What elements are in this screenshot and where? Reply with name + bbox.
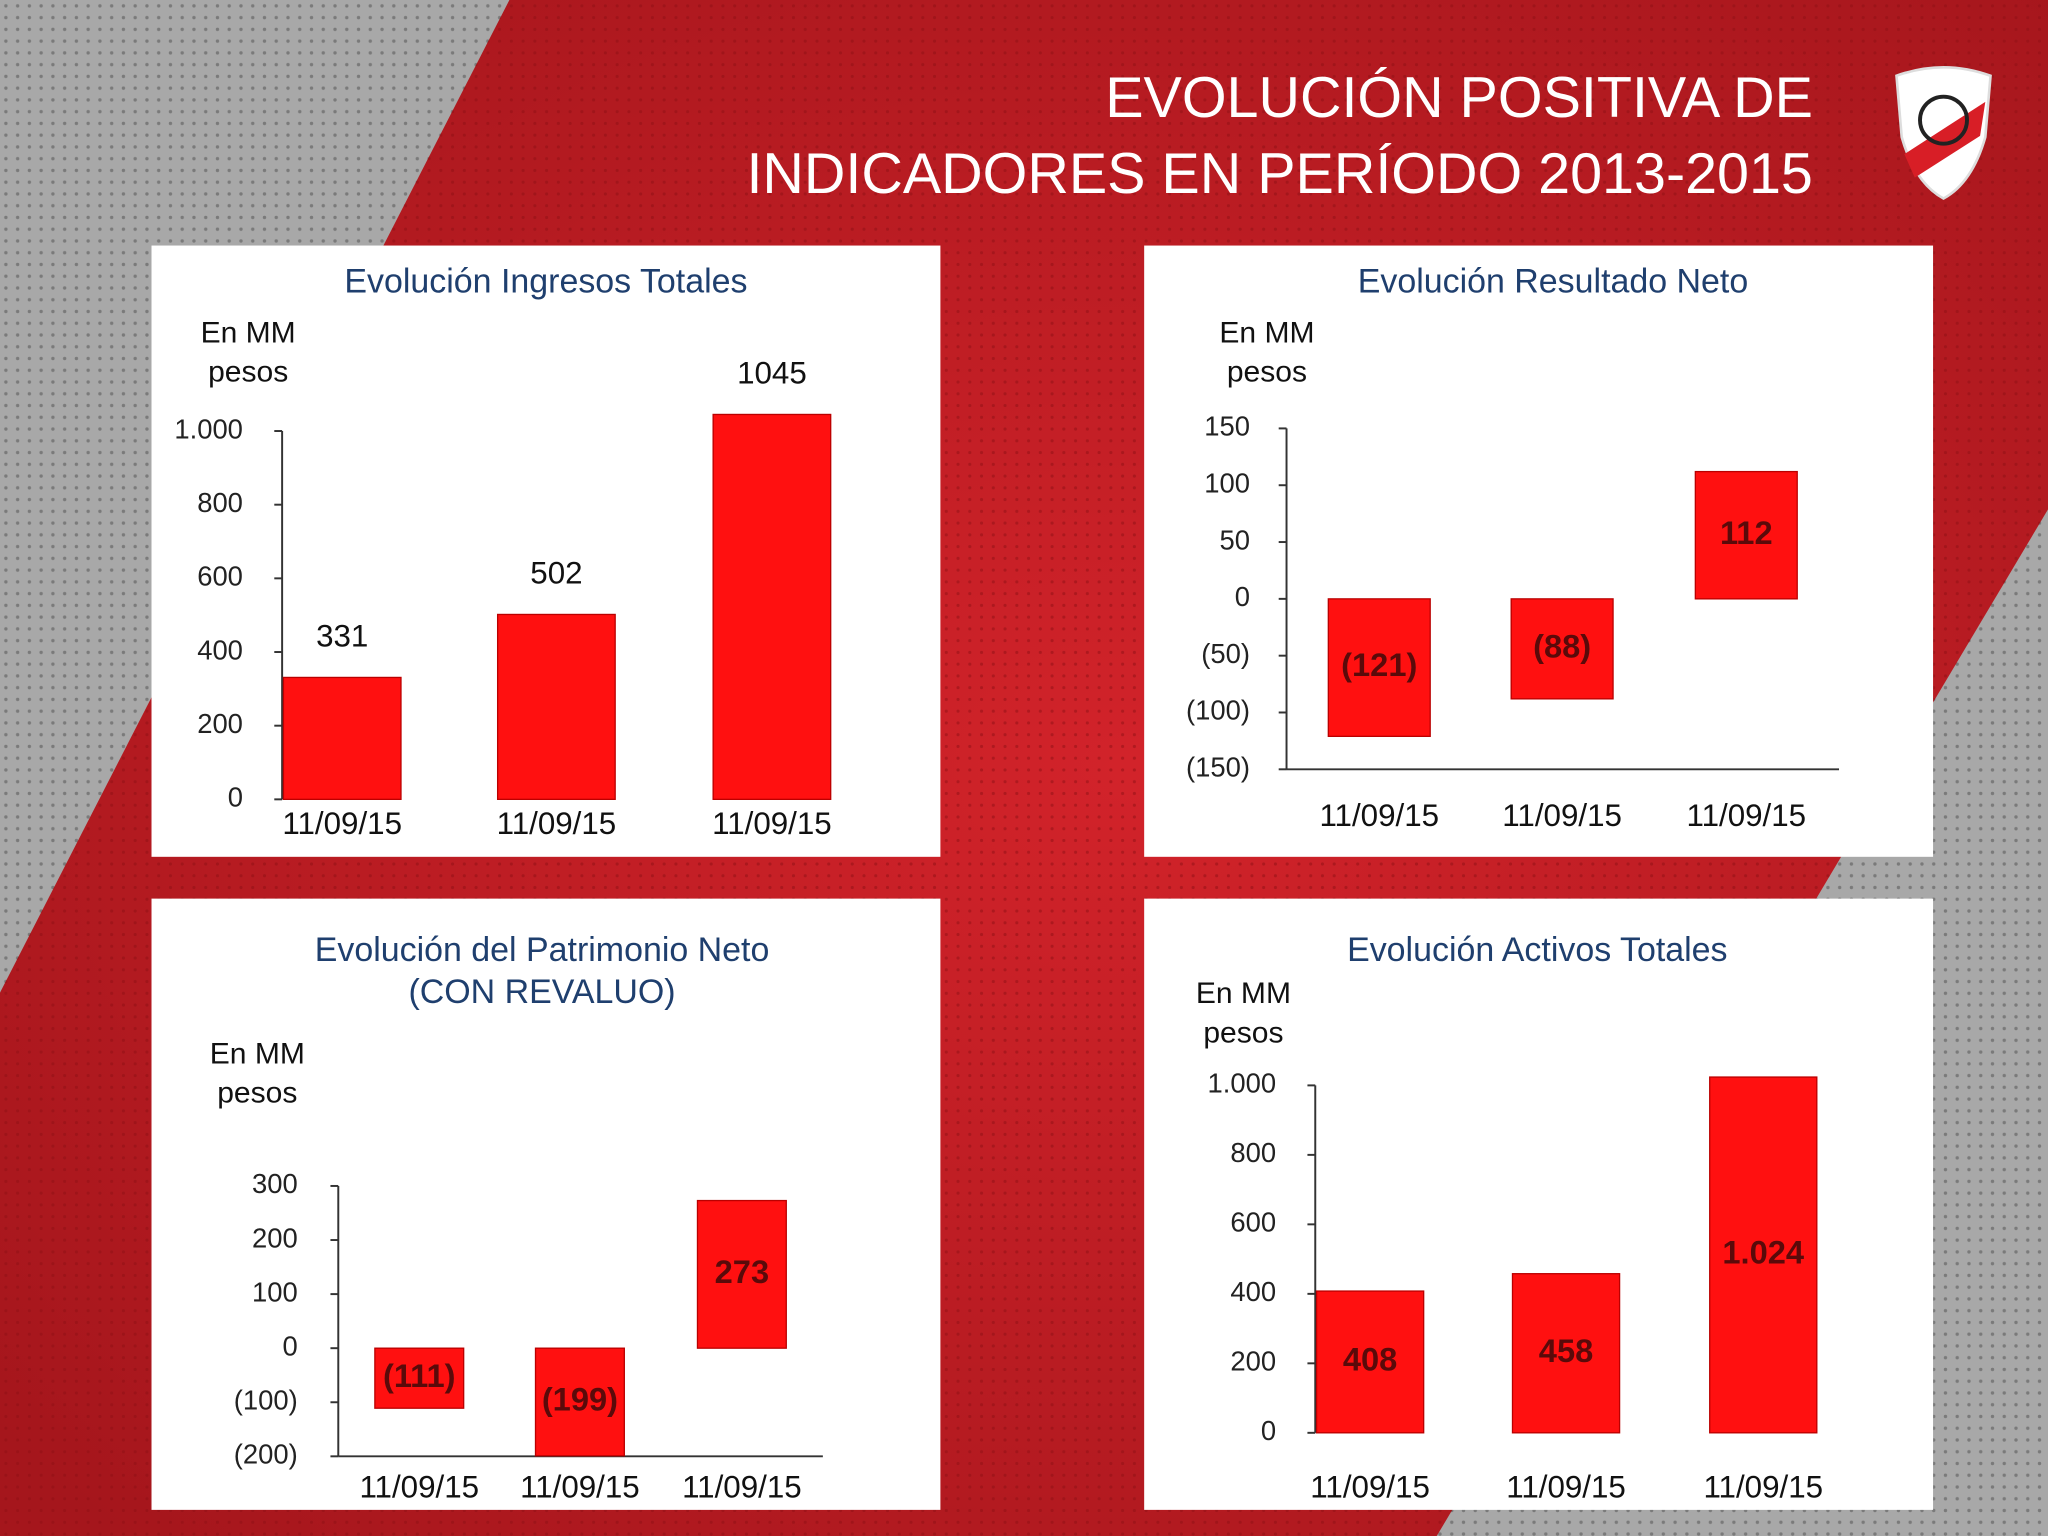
bar xyxy=(496,613,616,800)
logo xyxy=(1895,65,1992,201)
x-tick-label: 11/09/15 xyxy=(1310,1469,1430,1504)
data-label: 331 xyxy=(316,619,368,654)
data-label: 458 xyxy=(1539,1332,1593,1369)
chart-title: Evolución Ingresos Totales xyxy=(344,262,747,300)
y-tick-label: 150 xyxy=(1204,411,1250,442)
y-tick-label: 0 xyxy=(228,782,243,813)
chart-title: Evolución Activos Totales xyxy=(1347,931,1727,969)
bar xyxy=(1510,598,1614,700)
x-tick-label: 11/09/15 xyxy=(1686,798,1806,833)
x-tick-label: 11/09/15 xyxy=(520,1469,640,1504)
bar xyxy=(1511,1273,1621,1434)
bar xyxy=(1694,470,1798,600)
data-label: (121) xyxy=(1341,646,1417,683)
chart-title: Evolución Resultado Neto xyxy=(1358,262,1749,300)
y-tick-label: 200 xyxy=(1230,1346,1276,1377)
bar xyxy=(1315,1290,1425,1434)
y-tick-label: 0 xyxy=(1235,581,1250,612)
y-tick-label: (150) xyxy=(1186,752,1250,783)
slide-title: INDICADORES EN PERÍODO 2013-2015 xyxy=(746,142,1812,206)
slide-title: EVOLUCIÓN POSITIVA DE xyxy=(1105,66,1813,130)
x-tick-label: 11/09/15 xyxy=(1319,798,1439,833)
axis-label: En MM xyxy=(201,316,296,349)
bar xyxy=(1709,1076,1818,1434)
chart-subtitle: (CON REVALUO) xyxy=(408,973,675,1011)
x-tick-label: 11/09/15 xyxy=(1502,798,1622,833)
y-tick-label: 1.000 xyxy=(174,413,243,444)
data-label: 273 xyxy=(715,1253,769,1290)
data-label: 502 xyxy=(530,556,582,591)
y-tick-label: 0 xyxy=(283,1330,298,1361)
bar xyxy=(712,413,832,800)
y-tick-label: 200 xyxy=(252,1222,298,1253)
y-tick-label: 0 xyxy=(1261,1415,1276,1446)
x-tick-label: 11/09/15 xyxy=(1506,1469,1626,1504)
axis-label: En MM xyxy=(210,1037,305,1070)
y-tick-label: 400 xyxy=(197,634,243,665)
x-tick-label: 11/09/15 xyxy=(1703,1469,1823,1504)
x-tick-label: 11/09/15 xyxy=(497,806,617,841)
data-label: 408 xyxy=(1343,1341,1397,1378)
data-label: 1045 xyxy=(737,356,807,391)
bar xyxy=(696,1199,787,1349)
y-tick-label: 800 xyxy=(197,487,243,518)
bar xyxy=(374,1347,465,1409)
axis-label: En MM xyxy=(1219,316,1314,349)
y-tick-label: (200) xyxy=(234,1439,298,1470)
bar xyxy=(534,1347,625,1457)
x-tick-label: 11/09/15 xyxy=(682,1469,802,1504)
y-tick-label: (50) xyxy=(1201,638,1250,669)
y-tick-label: 100 xyxy=(252,1276,298,1307)
bar xyxy=(282,676,402,801)
data-label: (88) xyxy=(1533,627,1591,664)
axis-label: En MM xyxy=(1196,977,1291,1010)
data-label: 1.024 xyxy=(1722,1234,1804,1271)
axis-label: pesos xyxy=(1203,1016,1283,1049)
axis-label: pesos xyxy=(208,355,288,388)
x-tick-label: 11/09/15 xyxy=(282,806,402,841)
chart-title: Evolución del Patrimonio Neto xyxy=(315,931,770,969)
data-label: (199) xyxy=(542,1381,618,1418)
y-tick-label: 50 xyxy=(1219,524,1249,555)
y-tick-label: (100) xyxy=(234,1385,298,1416)
y-tick-label: 600 xyxy=(1230,1207,1276,1238)
y-tick-label: 300 xyxy=(252,1168,298,1199)
data-label: 112 xyxy=(1720,514,1773,551)
y-tick-label: 1.000 xyxy=(1207,1068,1276,1099)
panel xyxy=(1144,245,1934,857)
data-label: (111) xyxy=(383,1357,456,1394)
y-tick-label: 400 xyxy=(1230,1276,1276,1307)
y-tick-label: 600 xyxy=(197,561,243,592)
bar xyxy=(1327,598,1431,738)
y-tick-label: (100) xyxy=(1186,695,1250,726)
y-tick-label: 800 xyxy=(1230,1137,1276,1168)
y-tick-label: 200 xyxy=(197,708,243,739)
x-tick-label: 11/09/15 xyxy=(359,1469,479,1504)
axis-label: pesos xyxy=(217,1076,297,1109)
y-tick-label: 100 xyxy=(1204,467,1250,498)
axis-label: pesos xyxy=(1227,355,1307,388)
x-tick-label: 11/09/15 xyxy=(712,806,832,841)
